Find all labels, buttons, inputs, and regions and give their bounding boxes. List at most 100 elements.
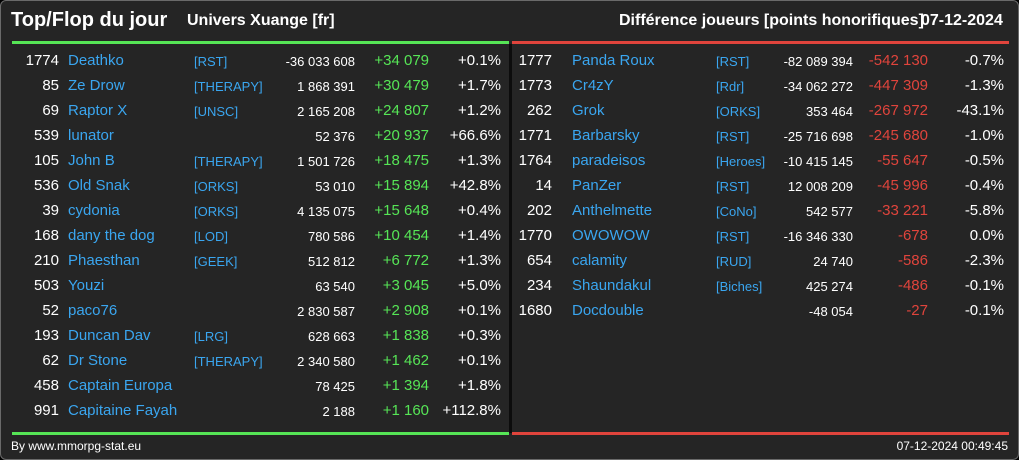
player-diff: +18 475 bbox=[374, 152, 429, 169]
player-name-link[interactable]: paco76 bbox=[68, 302, 118, 319]
player-percent: +1.3% bbox=[458, 252, 501, 269]
player-name-link[interactable]: Panda Roux bbox=[572, 52, 655, 69]
player-name-link[interactable]: Captain Europa bbox=[68, 377, 173, 394]
player-diff: +6 772 bbox=[382, 252, 429, 269]
player-guild-link[interactable]: [ORKS] bbox=[194, 179, 239, 194]
table-row: 1774 Deathko [RST] -36 033 608 +34 079 +0.1% bbox=[12, 48, 509, 73]
player-guild-link[interactable]: [RST] bbox=[716, 129, 750, 144]
player-total: 780 586 bbox=[308, 229, 355, 244]
table-row: 503 Youzi 63 540 +3 045 +5.0% bbox=[12, 273, 509, 298]
player-name-link[interactable]: calamity bbox=[572, 252, 628, 269]
player-guild-link[interactable]: [ORKS] bbox=[716, 104, 761, 119]
player-guild-link[interactable]: [LOD] bbox=[194, 229, 228, 244]
player-guild-link[interactable]: [Biches] bbox=[716, 279, 763, 294]
player-percent: +1.3% bbox=[458, 152, 501, 169]
player-guild-link[interactable]: [Rdr] bbox=[716, 79, 745, 94]
player-guild-link[interactable]: [Heroes] bbox=[716, 154, 766, 169]
player-diff: -486 bbox=[897, 277, 928, 294]
player-rank: 69 bbox=[42, 102, 59, 119]
player-name-link[interactable]: Old Snak bbox=[68, 177, 130, 194]
top-panel-bar bbox=[12, 41, 509, 44]
player-percent: +112.8% bbox=[442, 402, 501, 419]
player-percent: +42.8% bbox=[449, 177, 501, 194]
player-guild-link[interactable]: [CoNo] bbox=[716, 204, 757, 219]
player-rank: 193 bbox=[33, 327, 59, 344]
table-row: 85 Ze Drow [THERAPY] 1 868 391 +30 479 +1.7% bbox=[12, 73, 509, 98]
table-row: 458 Captain Europa 78 425 +1 394 +1.8% bbox=[12, 373, 509, 398]
player-percent: +5.0% bbox=[458, 277, 501, 294]
player-total: 542 577 bbox=[806, 204, 853, 219]
player-diff: -447 309 bbox=[868, 77, 928, 94]
player-name-link[interactable]: Barbarsky bbox=[572, 127, 640, 144]
player-diff: +3 045 bbox=[382, 277, 429, 294]
player-rank: 536 bbox=[33, 177, 59, 194]
player-guild-link[interactable]: [RST] bbox=[194, 54, 228, 69]
player-name-link[interactable]: Cr4zY bbox=[572, 77, 614, 94]
player-total: 24 740 bbox=[813, 254, 853, 269]
player-diff: +1 160 bbox=[382, 402, 429, 419]
player-rank: 210 bbox=[33, 252, 59, 269]
player-guild-link[interactable]: [RST] bbox=[716, 54, 750, 69]
player-name-link[interactable]: Raptor X bbox=[68, 102, 128, 119]
player-rank: 14 bbox=[535, 177, 552, 194]
player-rank: 458 bbox=[33, 377, 59, 394]
player-name-link[interactable]: Duncan Dav bbox=[68, 327, 151, 344]
player-guild-link[interactable]: [THERAPY] bbox=[194, 354, 263, 369]
player-rank: 52 bbox=[42, 302, 59, 319]
player-guild-link[interactable]: [RUD] bbox=[716, 254, 752, 269]
player-name-link[interactable]: Youzi bbox=[68, 277, 105, 294]
player-name-link[interactable]: John B bbox=[68, 152, 115, 169]
player-guild-link[interactable]: [RST] bbox=[716, 229, 750, 244]
player-name-link[interactable]: Shaundakul bbox=[572, 277, 652, 294]
player-total: 2 188 bbox=[322, 404, 355, 419]
flop-panel: 1777 Panda Roux [RST] -82 089 394 -542 130 -0… bbox=[512, 41, 1009, 435]
player-percent: -0.4% bbox=[964, 177, 1004, 194]
player-rank: 262 bbox=[526, 102, 552, 119]
table-row: 654 calamity [RUD] 24 740 -586 -2.3% bbox=[512, 248, 1009, 273]
player-guild-link[interactable]: [ORKS] bbox=[194, 204, 239, 219]
player-total: -10 415 145 bbox=[783, 154, 853, 169]
player-rank: 1777 bbox=[518, 52, 552, 69]
player-rank: 539 bbox=[33, 127, 59, 144]
player-total: 512 812 bbox=[308, 254, 355, 269]
player-diff: -678 bbox=[897, 227, 928, 244]
player-total: 2 830 587 bbox=[297, 304, 355, 319]
player-guild-link[interactable]: [GEEK] bbox=[194, 254, 238, 269]
player-name-link[interactable]: lunator bbox=[68, 127, 114, 144]
player-rank: 85 bbox=[42, 77, 59, 94]
player-total: 52 376 bbox=[315, 129, 355, 144]
player-guild-link[interactable]: [LRG] bbox=[194, 329, 228, 344]
player-rank: 1774 bbox=[25, 52, 59, 69]
player-name-link[interactable]: OWOWOW bbox=[572, 227, 650, 244]
player-guild-link[interactable]: [UNSC] bbox=[194, 104, 239, 119]
player-total: 4 135 075 bbox=[297, 204, 355, 219]
page-title: Top/Flop du jour bbox=[11, 9, 168, 31]
player-percent: +1.4% bbox=[458, 227, 501, 244]
player-name-link[interactable]: Ze Drow bbox=[68, 77, 125, 94]
player-name-link[interactable]: paradeisos bbox=[572, 152, 646, 169]
player-guild-link[interactable]: [THERAPY] bbox=[194, 154, 263, 169]
timestamp-text: 07-12-2024 00:49:45 bbox=[896, 439, 1008, 453]
player-percent: -5.8% bbox=[964, 202, 1004, 219]
player-name-link[interactable]: PanZer bbox=[572, 177, 622, 194]
player-name-link[interactable]: Capitaine Fayah bbox=[68, 402, 178, 419]
player-name-link[interactable]: Grok bbox=[572, 102, 605, 119]
universe-label: Univers Xuange [fr] bbox=[187, 12, 335, 29]
player-rank: 654 bbox=[526, 252, 552, 269]
player-name-link[interactable]: Phaesthan bbox=[68, 252, 140, 269]
player-diff: +1 838 bbox=[382, 327, 429, 344]
player-guild-link[interactable]: [THERAPY] bbox=[194, 79, 263, 94]
table-row: 1777 Panda Roux [RST] -82 089 394 -542 130 -0… bbox=[512, 48, 1009, 73]
player-percent: -0.1% bbox=[964, 302, 1004, 319]
player-total: -36 033 608 bbox=[285, 54, 355, 69]
player-diff: +24 807 bbox=[374, 102, 429, 119]
player-name-link[interactable]: Dr Stone bbox=[68, 352, 128, 369]
table-row: 202 Anthelmette [CoNo] 542 577 -33 221 -5.8% bbox=[512, 198, 1009, 223]
player-name-link[interactable]: Deathko bbox=[68, 52, 124, 69]
player-name-link[interactable]: dany the dog bbox=[68, 227, 155, 244]
player-name-link[interactable]: Docdouble bbox=[572, 302, 644, 319]
player-name-link[interactable]: Anthelmette bbox=[572, 202, 653, 219]
player-name-link[interactable]: cydonia bbox=[68, 202, 120, 219]
player-guild-link[interactable]: [RST] bbox=[716, 179, 750, 194]
